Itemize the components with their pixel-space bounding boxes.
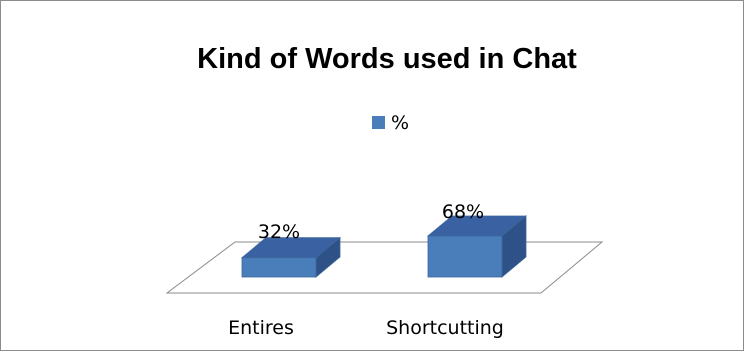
bar-front-shortcutting [427,235,503,278]
chart-floor [165,241,604,294]
category-label-entires: Entires [228,317,294,339]
data-label-shortcutting: 68% [442,201,484,223]
bars-group [240,215,528,278]
chart-title: Kind of Words used in Chat [197,43,577,75]
data-label-entires: 32% [258,221,300,243]
bar-front-entires [241,257,317,278]
category-label-shortcutting: Shortcutting [386,317,504,339]
legend-label: % [391,112,409,134]
legend: % [372,112,409,134]
legend-swatch [372,116,385,129]
